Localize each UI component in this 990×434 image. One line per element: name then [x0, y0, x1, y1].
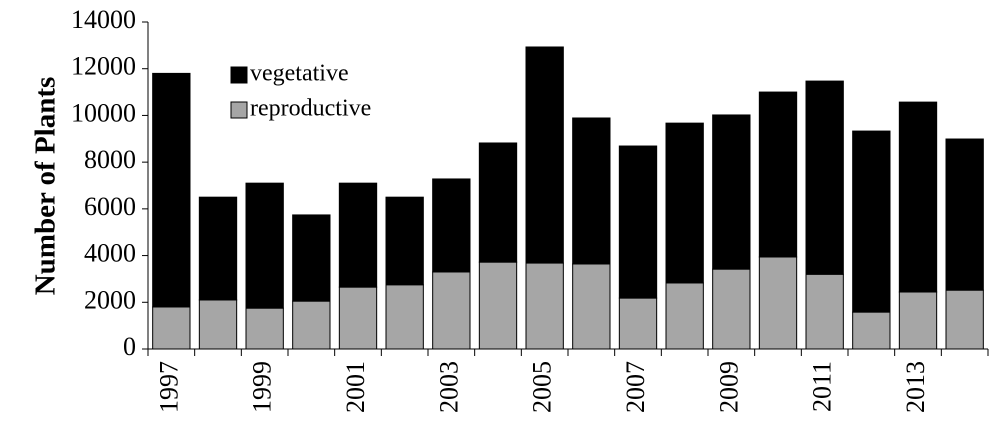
x-tick-label: 2013 — [901, 361, 930, 413]
bar-segment — [758, 91, 798, 258]
x-tick-label: 2007 — [621, 361, 650, 413]
x-tick-label: 2011 — [808, 361, 837, 412]
bar-segment — [198, 299, 238, 350]
y-tick-label: 8000 — [84, 145, 136, 174]
bar-segment — [292, 214, 331, 302]
bar-segment — [338, 286, 378, 350]
y-tick-label: 0 — [123, 332, 136, 361]
x-tick-label: 1997 — [154, 361, 183, 413]
bar-segment — [898, 291, 938, 350]
bar-segment — [152, 306, 191, 350]
bar-segment — [805, 80, 844, 275]
bar-segment — [478, 142, 518, 263]
bar-segment — [338, 182, 378, 288]
bar-segment — [292, 300, 331, 350]
bar-segment — [525, 46, 564, 264]
legend-swatch — [230, 101, 248, 119]
bar-segment — [852, 130, 891, 313]
y-tick-label: 12000 — [71, 52, 136, 81]
x-tick-label: 2009 — [714, 361, 743, 413]
bar-segment — [618, 297, 658, 350]
legend-swatch — [230, 66, 248, 84]
bar-segment — [665, 282, 704, 350]
x-tick-label: 2001 — [341, 361, 370, 413]
bar-segment — [618, 145, 658, 299]
y-tick-label: 10000 — [71, 98, 136, 127]
bar-segment — [712, 114, 751, 270]
x-tick-label: 1999 — [248, 361, 277, 413]
legend-label: vegetative — [250, 61, 349, 87]
x-tick-label: 2003 — [434, 361, 463, 413]
bar-segment — [245, 182, 284, 309]
bar-segment — [525, 262, 564, 350]
bar-segment — [478, 261, 518, 350]
bar-segment — [945, 289, 984, 350]
x-tick-label: 2005 — [528, 361, 557, 413]
y-axis-title: Number of Plants — [30, 77, 62, 296]
bar-segment — [852, 311, 891, 350]
bar-segment — [712, 268, 751, 350]
bar-segment — [432, 271, 471, 350]
y-tick-label: 14000 — [71, 5, 136, 34]
bar-segment — [385, 196, 424, 286]
bar-segment — [152, 72, 191, 308]
bar-segment — [198, 196, 238, 301]
bar-segment — [432, 178, 471, 273]
bar-segment — [572, 263, 611, 350]
bar-segment — [758, 256, 798, 350]
bar-segment — [945, 138, 984, 291]
y-tick-label: 2000 — [84, 285, 136, 314]
y-tick-label: 4000 — [84, 239, 136, 268]
bar-segment — [805, 273, 844, 350]
bar-segment — [385, 284, 424, 350]
bar-segment — [572, 117, 611, 265]
y-tick-label: 6000 — [84, 192, 136, 221]
bar-segment — [898, 101, 938, 293]
legend-label: reproductive — [250, 96, 371, 122]
bar-segment — [665, 122, 704, 284]
bar-segment — [245, 307, 284, 350]
